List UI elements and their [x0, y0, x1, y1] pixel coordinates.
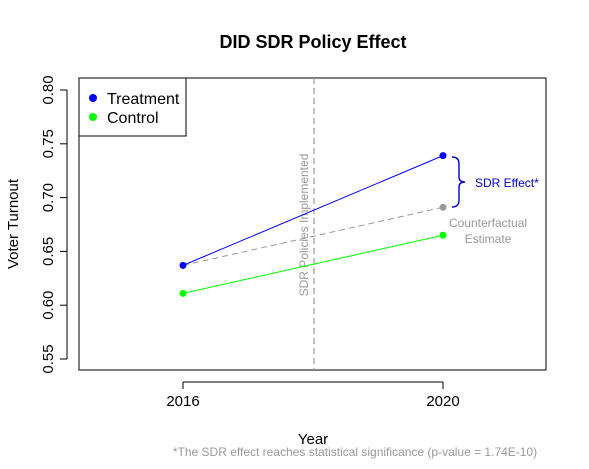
y-tick-label: 0.60: [40, 291, 57, 320]
plot-frame: [78, 77, 547, 371]
control-line: [182, 234, 444, 294]
footnote: *The SDR effect reaches statistical sign…: [173, 445, 537, 459]
counterfactual-point: [439, 203, 447, 211]
effect-bracket: [451, 156, 466, 208]
policy-line-label: SDR Policies Implemented: [297, 154, 311, 297]
legend-label-control: Control: [107, 110, 159, 127]
effect-label: SDR Effect*: [475, 176, 539, 190]
y-tick-label: 0.75: [40, 129, 57, 158]
y-tick-label: 0.70: [40, 183, 57, 212]
treatment-line: [182, 155, 444, 266]
x-tick-label: 2016: [166, 393, 199, 410]
y-axis: 0.55 0.60 0.65 0.70 0.75 0.80: [40, 75, 68, 374]
y-tick-label: 0.80: [40, 75, 57, 104]
counterfactual-label-line2: Estimate: [465, 232, 512, 246]
x-axis-label: Year: [298, 431, 328, 448]
legend: Treatment Control: [78, 77, 187, 137]
counterfactual-line: [182, 206, 444, 266]
y-tick-label: 0.55: [40, 344, 57, 373]
x-axis: 2016 2020: [166, 381, 460, 410]
legend-marker-control: [89, 113, 97, 121]
treatment-point-2020: [439, 152, 447, 160]
legend-box: [78, 77, 187, 137]
x-tick-label: 2020: [426, 393, 459, 410]
treatment-point-2016: [179, 261, 187, 269]
series-layer: [179, 152, 447, 297]
control-point-2016: [179, 289, 187, 297]
control-point-2020: [439, 231, 447, 239]
counterfactual-label-line1: Counterfactual: [449, 216, 527, 230]
y-tick-label: 0.65: [40, 237, 57, 266]
legend-label-treatment: Treatment: [107, 91, 180, 108]
y-axis-label: Voter Turnout: [5, 178, 22, 269]
chart-title: DID SDR Policy Effect: [219, 32, 406, 52]
legend-marker-treatment: [89, 94, 97, 102]
